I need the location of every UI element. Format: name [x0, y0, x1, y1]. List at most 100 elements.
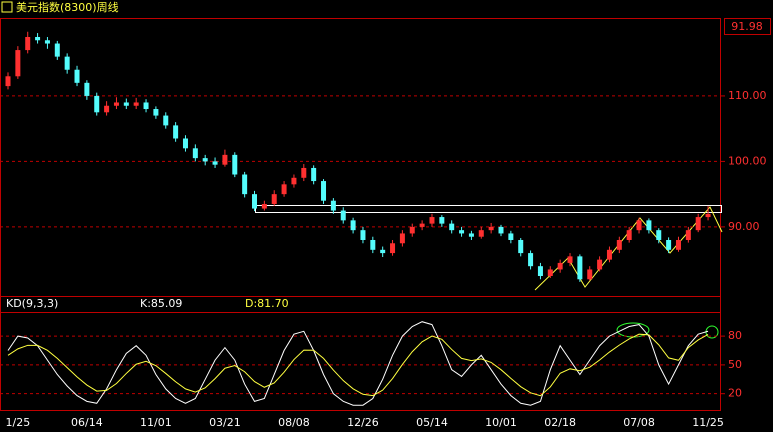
k-label: K:85.09: [140, 297, 182, 310]
kd-line: [7, 333, 709, 397]
candle-body: [675, 239, 681, 250]
candle-body: [133, 102, 139, 106]
candle-body: [74, 69, 80, 83]
candle-body: [547, 269, 553, 277]
kd-title: KD(9,3,3): [6, 297, 58, 310]
candle-body: [557, 262, 563, 270]
candle-body: [380, 249, 386, 254]
title-icon: [1, 1, 13, 13]
x-tick-label: 07/08: [623, 416, 655, 429]
candle-body: [587, 269, 593, 280]
candle-body: [439, 217, 445, 224]
candle-body: [192, 148, 198, 159]
candle-body: [291, 177, 297, 185]
x-tick-label: 06/14: [71, 416, 103, 429]
candle-body: [528, 253, 534, 267]
candle-body: [449, 223, 455, 231]
candle-body: [44, 40, 50, 44]
candle-body: [113, 102, 119, 106]
candle-body: [232, 154, 238, 175]
candle-body: [242, 174, 248, 195]
candle-body: [597, 259, 603, 270]
candle-body: [271, 194, 277, 204]
candle-body: [173, 125, 179, 139]
candle-body: [656, 230, 662, 240]
candle-body: [459, 230, 465, 234]
y-tick-label: 20: [728, 387, 742, 400]
candle-body: [350, 220, 356, 231]
candle-body: [468, 233, 474, 237]
candle-body: [212, 161, 218, 165]
x-tick-label: 11/01: [140, 416, 172, 429]
candle-body: [577, 256, 583, 280]
candle-body: [301, 167, 307, 178]
candle-body: [567, 256, 573, 263]
candle-body: [646, 220, 652, 231]
candle-body: [508, 233, 514, 240]
candle-body: [15, 50, 21, 77]
x-tick-label: 02/18: [544, 416, 576, 429]
candle-body: [360, 230, 366, 240]
channel-annotation: [255, 205, 722, 213]
d-label: D:81.70: [245, 297, 289, 310]
x-tick-label: 03/21: [209, 416, 241, 429]
candle-body: [261, 203, 267, 209]
y-tick-label: 50: [728, 358, 742, 371]
candle-body: [616, 239, 622, 250]
candle-body: [252, 194, 257, 209]
y-tick-label: 80: [728, 329, 742, 342]
candle-body: [488, 226, 494, 231]
candle-body: [419, 223, 425, 227]
candle-body: [498, 226, 504, 234]
last-value: 91.98: [731, 20, 763, 33]
y-tick-label: 90.00: [728, 220, 760, 233]
x-tick-label: 08/08: [278, 416, 310, 429]
candle-body: [695, 217, 701, 231]
candle-body: [606, 249, 612, 260]
candle-body: [281, 184, 287, 195]
y-tick-label: 110.00: [728, 89, 767, 102]
candle-body: [685, 230, 691, 240]
candle-body: [409, 226, 415, 234]
candle-body: [370, 239, 376, 250]
chart-title: 美元指数(8300)周线: [16, 0, 119, 14]
x-tick-label: 10/01: [485, 416, 517, 429]
candle-body: [340, 210, 346, 221]
candle-body: [478, 230, 484, 237]
x-tick-label: 1/25: [6, 416, 31, 429]
last-value-box: [724, 18, 771, 35]
candle-body: [429, 217, 435, 224]
candle-body: [705, 213, 711, 218]
kd-line: [7, 321, 709, 406]
candle-body: [311, 167, 317, 182]
candle-body: [143, 102, 149, 110]
candle-body: [321, 181, 327, 201]
candle-body: [182, 138, 188, 149]
candle-body: [626, 230, 632, 240]
x-tick-label: 05/14: [416, 416, 448, 429]
candle-body: [202, 158, 208, 162]
candle-body: [25, 36, 31, 51]
candle-body: [123, 102, 129, 106]
candle-body: [537, 266, 543, 277]
candle-body: [84, 82, 90, 96]
trend-annotation: [534, 206, 723, 291]
candle-body: [330, 200, 336, 211]
y-tick-label: 100.00: [728, 154, 767, 167]
candle-body: [222, 154, 228, 165]
candle-body: [163, 115, 169, 126]
frame: [0, 18, 721, 411]
candle-body: [104, 105, 110, 113]
candle-body: [54, 43, 60, 57]
candle-body: [666, 239, 672, 250]
candle-body: [399, 233, 405, 244]
x-tick-label: 12/26: [347, 416, 379, 429]
candle-body: [390, 243, 396, 254]
candle-body: [153, 109, 159, 116]
candle-body: [5, 76, 11, 87]
x-tick-label: 11/25: [692, 416, 724, 429]
candle-body: [518, 239, 524, 254]
candle-body: [94, 95, 100, 113]
candle-body: [636, 220, 642, 231]
